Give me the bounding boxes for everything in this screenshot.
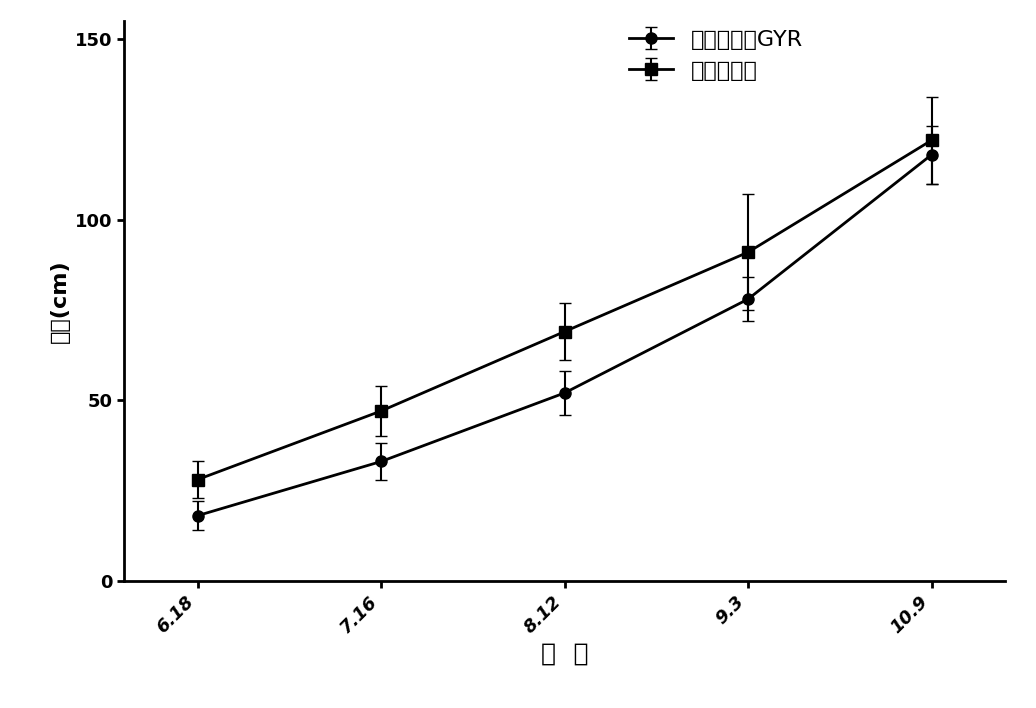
- X-axis label: 日  期: 日 期: [541, 642, 588, 666]
- Legend: 转基因青蒿GYR, 野生型受体: 转基因青蒿GYR, 野生型受体: [620, 21, 812, 90]
- Y-axis label: 冠幅(cm): 冠幅(cm): [50, 259, 69, 343]
